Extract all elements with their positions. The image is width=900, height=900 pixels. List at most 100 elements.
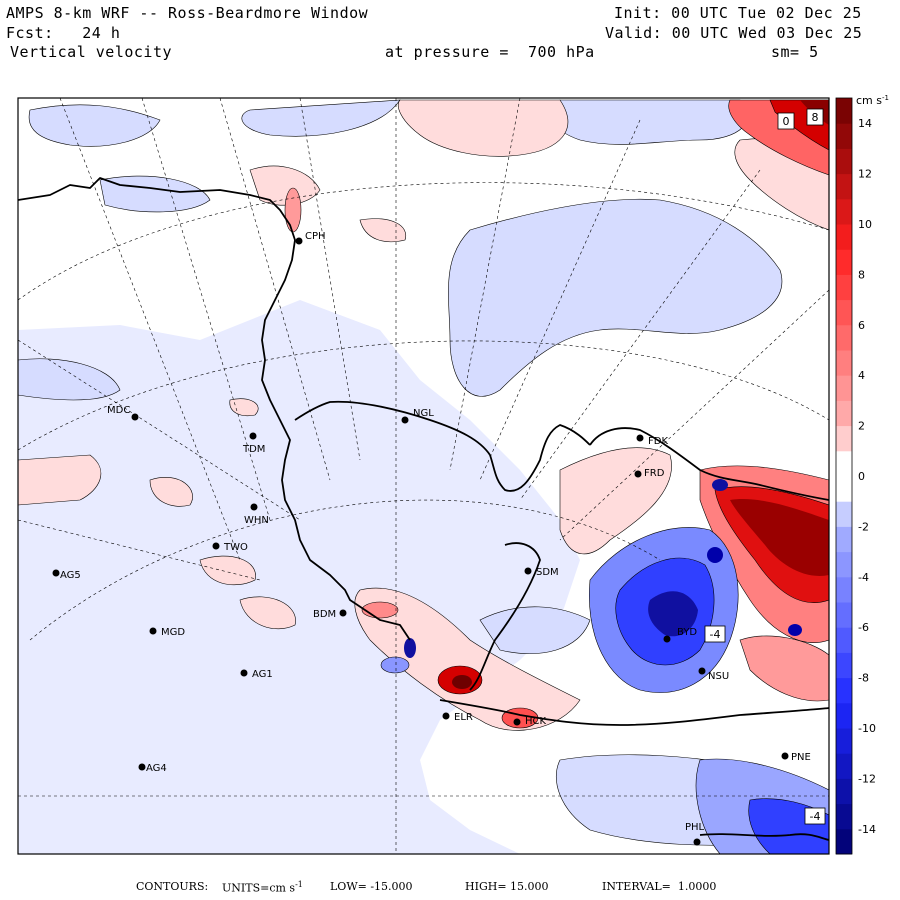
station-label-ag5: AG5 <box>60 570 81 581</box>
station-dot-whn <box>250 503 258 511</box>
colorbar-tick-label: 14 <box>858 117 872 130</box>
station-label-whn: WHN <box>244 515 269 526</box>
colorbar-tick-label: 6 <box>858 319 865 332</box>
contour-box-top-left: 0 <box>783 115 790 128</box>
weak-ascent-shading <box>18 99 829 731</box>
colorbar-segment <box>836 299 852 326</box>
colorbar-segment <box>836 224 852 250</box>
station-label-bdm: BDM <box>313 609 336 620</box>
contour-box-bottom: -4 <box>810 810 821 823</box>
colorbar-tick-label: -4 <box>858 571 869 584</box>
colorbar-segment <box>836 173 852 200</box>
colorbar-segment <box>836 803 852 830</box>
pressure-level: at pressure = 700 hPa <box>385 43 595 61</box>
strong-ascent-east <box>699 465 829 702</box>
station-label-phl: PHL <box>685 822 705 833</box>
colorbar-tick-label: -10 <box>858 722 876 735</box>
colorbar-segment <box>836 476 852 502</box>
colorbar-units: cm s-1 <box>856 94 889 107</box>
station-dot-phl <box>693 838 701 846</box>
forecast-hour: Fcst: 24 h <box>6 24 121 42</box>
station-label-byd: BYD <box>677 627 697 638</box>
station-dot-ngl <box>401 416 409 424</box>
colorbar-segment <box>836 98 852 124</box>
colorbar-tick-label: -8 <box>858 672 869 685</box>
colorbar-segment <box>836 677 852 704</box>
coastline <box>18 177 829 841</box>
colorbar-segment <box>836 350 852 376</box>
station-label-ag1: AG1 <box>252 669 273 680</box>
colorbar-frame <box>835 97 853 855</box>
colorbar-segment <box>836 551 852 578</box>
station-dot-tdm <box>249 432 257 440</box>
colorbar-segment <box>836 501 852 527</box>
colorbar-segment <box>836 400 852 427</box>
station-markers: CPH NGL MDC TDM FDK FRD WHN TWO AG5 SDM BDM MGD BYD N… <box>52 231 811 846</box>
station-dot-elr <box>442 712 450 720</box>
station-label-two: TWO <box>223 542 248 553</box>
station-label-frd: FRD <box>644 468 665 479</box>
station-dot-frd <box>634 470 642 478</box>
colorbar-tick-label: 8 <box>858 268 865 281</box>
station-dot-mgd <box>149 627 157 635</box>
colorbar-segment <box>836 526 852 553</box>
init-time: Init: 00 UTC Tue 02 Dec 25 <box>614 4 862 22</box>
station-label-mgd: MGD <box>161 627 185 638</box>
colorbar-tick-label: -14 <box>858 823 876 836</box>
colorbar-segment <box>836 828 852 855</box>
map-frame <box>17 97 830 855</box>
footer-interval: INTERVAL= 1.0000 <box>602 880 717 893</box>
colorbar-segment <box>836 627 852 653</box>
colorbar-tick-label: 12 <box>858 168 872 181</box>
beardmore-features <box>284 187 802 729</box>
graticule <box>18 98 829 854</box>
station-dot-mdc <box>131 413 139 421</box>
contour-box-top-right: 8 <box>812 111 819 124</box>
colorbar-segment <box>836 249 852 275</box>
station-dot-two <box>212 542 220 550</box>
colorbar-segment <box>836 274 852 301</box>
smoothing: sm= 5 <box>771 43 819 61</box>
colorbar-tick-label: 4 <box>858 369 865 382</box>
colorbar-tick-label: -12 <box>858 772 876 785</box>
colorbar: 14 12 10 8 6 4 2 0 -2 -4 -6 -8 -10 -12 -14 <box>835 97 876 855</box>
footer-contours: CONTOURS: <box>136 880 209 893</box>
station-label-pne: PNE <box>791 752 811 763</box>
colorbar-tick-label: -6 <box>858 621 869 634</box>
colorbar-segment <box>836 728 852 754</box>
colorbar-segment <box>836 324 852 351</box>
station-dot-hck <box>513 718 521 726</box>
footer-high: HIGH= 15.000 <box>465 880 549 893</box>
colorbar-segment <box>836 375 852 401</box>
station-label-hck: HCK <box>525 716 547 727</box>
footer-units: UNITS=cm s-1 <box>222 880 303 895</box>
colorbar-segment <box>836 450 852 477</box>
field-name: Vertical velocity <box>10 43 173 61</box>
footer-low: LOW= -15.000 <box>330 880 413 893</box>
station-dot-cph <box>295 237 303 245</box>
map-panel <box>18 98 829 854</box>
colorbar-segment <box>836 148 852 175</box>
colorbar-segment <box>836 702 852 729</box>
station-dot-nsu <box>698 667 706 675</box>
colorbar-tick-label: -2 <box>858 520 869 533</box>
station-dot-byd <box>663 635 671 643</box>
station-label-fdk: FDK <box>648 436 668 447</box>
colorbar-tick-label: 10 <box>858 218 872 231</box>
station-label-cph: CPH <box>305 231 326 242</box>
colorbar-segment <box>836 602 852 628</box>
colorbar-tick-label: 2 <box>858 420 865 433</box>
station-dot-ag4 <box>138 763 146 771</box>
colorbar-segment <box>836 778 852 805</box>
contour-value-boxes: 0 8 -4 -4 <box>704 108 826 825</box>
colorbar-segment <box>836 652 852 679</box>
station-dot-ag5 <box>52 569 60 577</box>
colorbar-segment <box>836 425 852 452</box>
station-dot-pne <box>781 752 789 760</box>
station-dot-fdk <box>636 434 644 442</box>
station-dot-bdm <box>339 609 347 617</box>
colorbar-segment <box>836 576 852 603</box>
station-label-elr: ELR <box>454 712 473 723</box>
station-label-tdm: TDM <box>242 444 265 455</box>
